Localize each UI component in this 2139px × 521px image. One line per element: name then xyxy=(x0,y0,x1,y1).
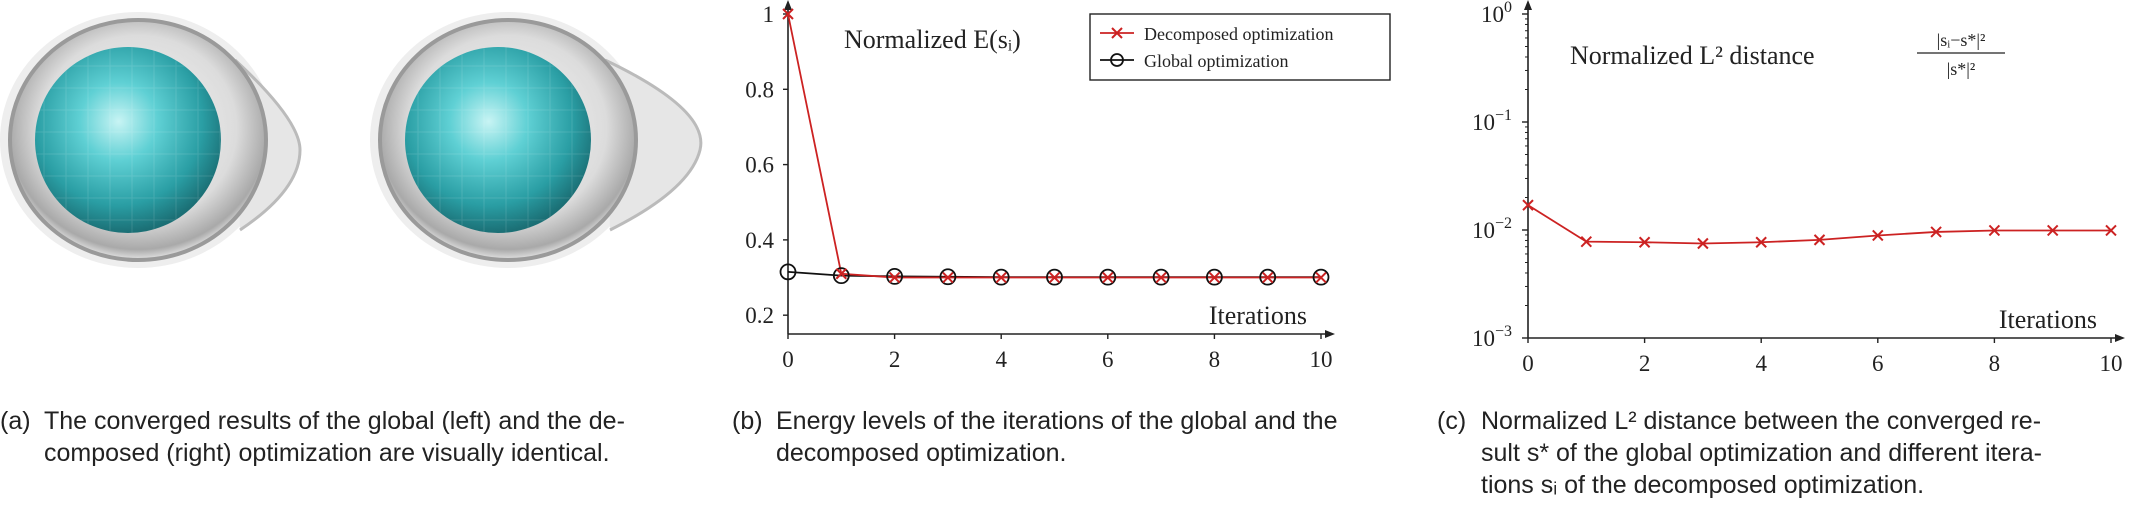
series-decomposed-point xyxy=(782,8,794,20)
series-distance-line xyxy=(1527,204,2111,245)
legend-box xyxy=(1089,13,1391,81)
series-decomposed-point xyxy=(995,271,1007,284)
y-tick-label: 0.4 xyxy=(745,228,774,253)
panel-b: 0.2 0.4 0.6 0.8 1 0 2 4 6 8 10 Iterations Normalized… xyxy=(720,0,1410,521)
x-tick-label: 4 xyxy=(1755,351,1767,376)
series-decomposed-point xyxy=(1155,271,1167,284)
caption-c-label: (c) xyxy=(1437,407,1467,435)
series-distance-point xyxy=(1813,234,1826,246)
series-global-point xyxy=(1152,268,1170,286)
panel-a: (a) The converged results of the global … xyxy=(0,0,720,521)
x-tick-label: 2 xyxy=(1639,351,1651,376)
x-tick-label: 0 xyxy=(782,347,794,372)
caption-c-line-1: Normalized L² distance between the conve… xyxy=(1481,407,2042,435)
y-tick-base: 10 xyxy=(1472,218,1495,243)
series-decomposed-point xyxy=(942,271,954,284)
series-global-point xyxy=(939,268,957,286)
series-distance-point xyxy=(1755,236,1767,248)
chart-annotation: Normalized L² distance xyxy=(1570,41,1815,70)
x-axis-label: Iterations xyxy=(1209,301,1307,330)
legend: Decomposed optimization Global optimizati… xyxy=(1089,13,1391,81)
y-tick-exponent: −1 xyxy=(1495,107,1512,124)
caption-a-line-1: The converged results of the global (lef… xyxy=(44,407,625,435)
series-global-point xyxy=(1205,268,1223,286)
series-distance-point xyxy=(1522,199,1534,211)
series-distance-point xyxy=(1580,235,1593,248)
series-distance-point xyxy=(1697,237,1709,250)
y-tick-label: 10−1 xyxy=(1472,107,1512,135)
y-tick-exponent: 0 xyxy=(1504,0,1512,16)
panel-c: 100 10−1 10−2 10−3 0 2 4 6 8 10 Iterations Normaliz… xyxy=(1420,0,2139,521)
series-global-point xyxy=(832,267,850,285)
render-right xyxy=(370,12,703,268)
y-tick-base: 10 xyxy=(1472,110,1495,135)
series-global-point xyxy=(779,263,797,281)
series-global-point xyxy=(886,267,904,285)
x-axis-arrow xyxy=(2115,334,2125,342)
x-tick-label: 4 xyxy=(995,347,1007,372)
series-decomposed-point xyxy=(1261,271,1274,284)
caption-a-label: (a) xyxy=(0,407,31,435)
y-tick-label: 1 xyxy=(763,2,775,27)
caption-c-line-3: tions sᵢ of the decomposed optimization. xyxy=(1481,471,1925,499)
y-tick-exponent: −3 xyxy=(1495,323,1512,340)
legend-global-marker xyxy=(1110,53,1124,67)
legend-decomposed-label: Decomposed optimization xyxy=(1144,24,1333,44)
render-images xyxy=(0,12,703,268)
series-decomposed-point xyxy=(888,271,901,284)
series-distance-point xyxy=(2105,224,2117,237)
caption-c-line-2: sult s* of the global optimization and d… xyxy=(1481,439,2042,467)
series-global-point xyxy=(1312,268,1330,286)
caption-b-line-1: Energy levels of the iterations of the g… xyxy=(776,407,1338,435)
series-distance-point xyxy=(1930,226,1942,238)
y-tick-label: 10−3 xyxy=(1472,323,1512,351)
y-tick-label: 100 xyxy=(1481,0,1512,27)
caption-b-label: (b) xyxy=(732,407,763,435)
legend-global-label: Global optimization xyxy=(1144,51,1288,71)
render-left xyxy=(0,12,302,268)
y-tick-base: 10 xyxy=(1481,2,1504,27)
x-tick-label: 6 xyxy=(1872,351,1884,376)
caption-b-line-2: decomposed optimization. xyxy=(776,439,1067,467)
series-global-point xyxy=(1046,268,1063,286)
series-global-point xyxy=(1099,268,1117,286)
y-tick-label: 0.8 xyxy=(745,77,774,102)
y-tick-exponent: −2 xyxy=(1495,215,1512,232)
y-axis-arrow xyxy=(1524,0,1532,10)
series-decomposed-point xyxy=(835,268,848,280)
x-tick-label: 8 xyxy=(1989,351,2001,376)
series-distance-point xyxy=(1638,236,1651,248)
y-tick-base: 10 xyxy=(1472,326,1495,351)
energy-chart: 0.20.40.60.810 2 4 6 8 10IterationsNormalized… xyxy=(745,0,1391,372)
y-axis-arrow xyxy=(784,0,792,10)
caption-a-line-2: composed (right) optimization are visual… xyxy=(44,439,610,467)
x-tick-label: 0 xyxy=(1522,351,1534,376)
formula-numerator: |sᵢ−s*|² xyxy=(1937,30,1986,50)
x-axis-label: Iterations xyxy=(1999,305,2097,334)
series-distance-point xyxy=(1988,224,2001,237)
y-tick-label: 0.6 xyxy=(745,153,774,178)
y-tick-label: 0.2 xyxy=(745,303,774,328)
x-tick-label: 2 xyxy=(889,347,901,372)
series-global-point xyxy=(1259,268,1277,286)
x-axis-arrow xyxy=(1325,330,1335,338)
series-decomposed-point xyxy=(1102,271,1114,284)
series-decomposed-point xyxy=(1208,271,1221,284)
y-tick-label: 10−2 xyxy=(1472,215,1512,243)
series-distance-point xyxy=(1872,229,1884,242)
x-tick-label: 8 xyxy=(1209,347,1221,372)
x-tick-label: 10 xyxy=(1310,347,1333,372)
series-decomposed-point xyxy=(1315,271,1327,284)
series-distance-point xyxy=(2046,224,2059,237)
series-decomposed-point xyxy=(1048,271,1061,284)
chart-annotation: Normalized E(sᵢ) xyxy=(844,25,1021,54)
x-tick-label: 10 xyxy=(2100,351,2123,376)
legend-decomposed-marker xyxy=(1111,27,1123,39)
series-global-point xyxy=(992,268,1010,286)
x-tick-label: 6 xyxy=(1102,347,1114,372)
formula-denominator: |s*|² xyxy=(1947,59,1976,79)
